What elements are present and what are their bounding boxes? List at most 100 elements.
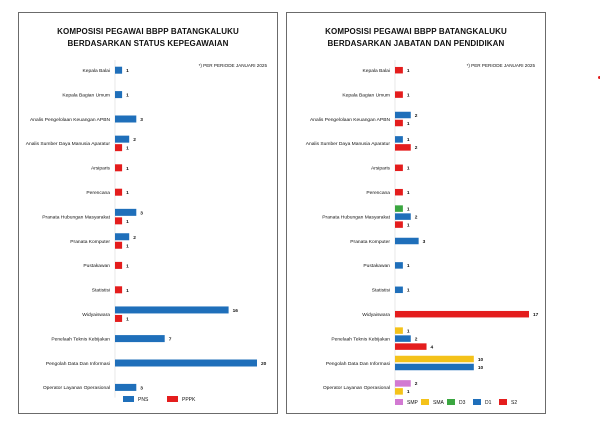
bar-s2 — [395, 91, 403, 98]
category-label: Penelaah Teknis Kebijakan — [51, 336, 110, 342]
data-label: 1 — [126, 68, 129, 74]
category-label: Operator Layanan Operasional — [43, 385, 110, 391]
data-label: 2 — [133, 137, 136, 143]
data-label: 2 — [133, 235, 136, 241]
bar-s2 — [395, 343, 427, 350]
data-label: 1 — [407, 137, 410, 143]
category-label: Kepala Bagian Umum — [342, 92, 390, 98]
category-label: Pranata Komputer — [350, 239, 390, 245]
data-label: 1 — [126, 190, 129, 196]
category-label: Pengolah Data Dan Informasi — [326, 361, 390, 367]
category-label: Analis Pengelolaan Keuangan APBN — [310, 117, 390, 123]
legend-label-smp: SMP — [407, 400, 419, 406]
bar-pppk — [115, 241, 123, 249]
bar-pns — [115, 383, 137, 391]
bar-chart-status: Kepala Balai 1 Kepala Bagian Umum 1 Analis P… — [26, 60, 267, 403]
category-label: Widyaiswara — [82, 312, 110, 318]
data-label: 1 — [126, 93, 129, 99]
chart-subtitle: BERDASARKAN JABATAN DAN PENDIDIKAN — [327, 39, 505, 48]
data-label: 1 — [126, 219, 129, 225]
chart-title: KOMPOSISI PEGAWAI BBPP BATANGKALUKU — [57, 27, 239, 36]
data-label: 2 — [415, 336, 418, 342]
data-label: 1 — [407, 222, 410, 228]
data-label: 4 — [431, 344, 434, 350]
legend-swatch-pns — [123, 396, 134, 402]
bar-pppk — [115, 188, 123, 196]
bar-s2 — [395, 310, 529, 318]
legend-label-sma: SMA — [433, 400, 445, 406]
chart-subtitle: BERDASARKAN STATUS KEPEGAWAIAN — [67, 39, 229, 48]
legend-swatch-d1 — [473, 399, 481, 405]
bar-sma — [395, 355, 474, 363]
bar-pns — [115, 233, 130, 241]
data-label: 1 — [126, 316, 129, 322]
legend-swatch-s2 — [499, 399, 507, 405]
category-label: Arsiparis — [91, 166, 111, 172]
bar-s2 — [395, 188, 403, 196]
data-label: 1 — [407, 121, 410, 127]
bar-pns — [115, 359, 257, 367]
category-label: Kepala Bagian Umum — [62, 92, 110, 98]
data-label: 1 — [407, 263, 410, 269]
data-label: 1 — [126, 243, 129, 249]
bar-d1 — [395, 363, 474, 371]
bar-pppk — [115, 217, 123, 225]
bar-s2 — [395, 66, 403, 74]
category-label: Kepala Balai — [363, 68, 390, 74]
legend-swatch-sma — [421, 399, 429, 405]
data-label: 1 — [407, 166, 410, 172]
bar-pppk — [115, 286, 123, 294]
legend-swatch-pppk — [167, 396, 178, 402]
data-label: 1 — [126, 263, 129, 269]
bar-d1 — [395, 335, 411, 342]
data-label: 1 — [407, 190, 410, 196]
period-note: *) PER PERIODE JANUARI 2025 — [198, 63, 267, 68]
bar-d1 — [395, 237, 419, 245]
legend-label-pppk: PPPK — [182, 397, 196, 403]
data-label: 1 — [126, 166, 129, 172]
period-note: *) PER PERIODE JANUARI 2025 — [466, 63, 535, 68]
bar-chart-jabatan: Kepala Balai 1 Kepala Bagian Umum 1 Analis P… — [306, 60, 539, 406]
legend-label-pns: PNS — [138, 397, 149, 403]
bar-pns — [115, 135, 130, 143]
category-label: Operator Layanan Operasional — [323, 385, 390, 391]
bar-s2 — [395, 164, 403, 172]
bar-s2 — [395, 119, 403, 127]
bar-pns — [115, 91, 123, 99]
bar-sma — [395, 327, 403, 334]
category-label: Statistisi — [92, 288, 110, 294]
bar-s2 — [395, 221, 403, 228]
data-label: 1 — [407, 206, 410, 212]
data-label: 3 — [140, 117, 143, 123]
data-label: 3 — [423, 239, 426, 245]
data-label: 1 — [126, 146, 129, 152]
data-label: 3 — [140, 210, 143, 216]
data-label: 20 — [261, 361, 267, 367]
bar-pns — [115, 208, 137, 216]
data-label: 1 — [407, 328, 410, 334]
bar-d1 — [395, 213, 411, 220]
data-label: 1 — [407, 92, 410, 98]
bar-d1 — [395, 111, 411, 119]
chart-title: KOMPOSISI PEGAWAI BBPP BATANGKALUKU — [325, 27, 507, 36]
data-label: 1 — [407, 288, 410, 294]
bar-pppk — [115, 144, 123, 152]
chart-panel-jabatan: KOMPOSISI PEGAWAI BBPP BATANGKALUKU BERD… — [286, 12, 546, 414]
bar-pns — [115, 66, 123, 74]
bar-pns — [115, 306, 229, 314]
category-label: Pustakawan — [363, 263, 390, 269]
bar-d1 — [395, 262, 403, 269]
category-label: Pranata Hubungan Masyarakat — [42, 214, 110, 220]
category-label: Analis Sumber Daya Manusia Aparatur — [306, 141, 391, 147]
bar-d1 — [395, 286, 403, 294]
category-label: Pustakawan — [83, 263, 110, 269]
category-label: Perencana — [366, 190, 390, 196]
category-label: Statistisi — [372, 288, 390, 294]
bar-pppk — [115, 164, 123, 172]
data-label: 2 — [415, 145, 418, 151]
bar-s2 — [395, 144, 411, 151]
chart-panel-status: KOMPOSISI PEGAWAI BBPP BATANGKALUKU BERD… — [18, 12, 278, 414]
data-label: 2 — [415, 214, 418, 220]
category-label: Analis Pengelolaan Keuangan APBN — [30, 117, 110, 123]
bar-pns — [115, 115, 137, 123]
